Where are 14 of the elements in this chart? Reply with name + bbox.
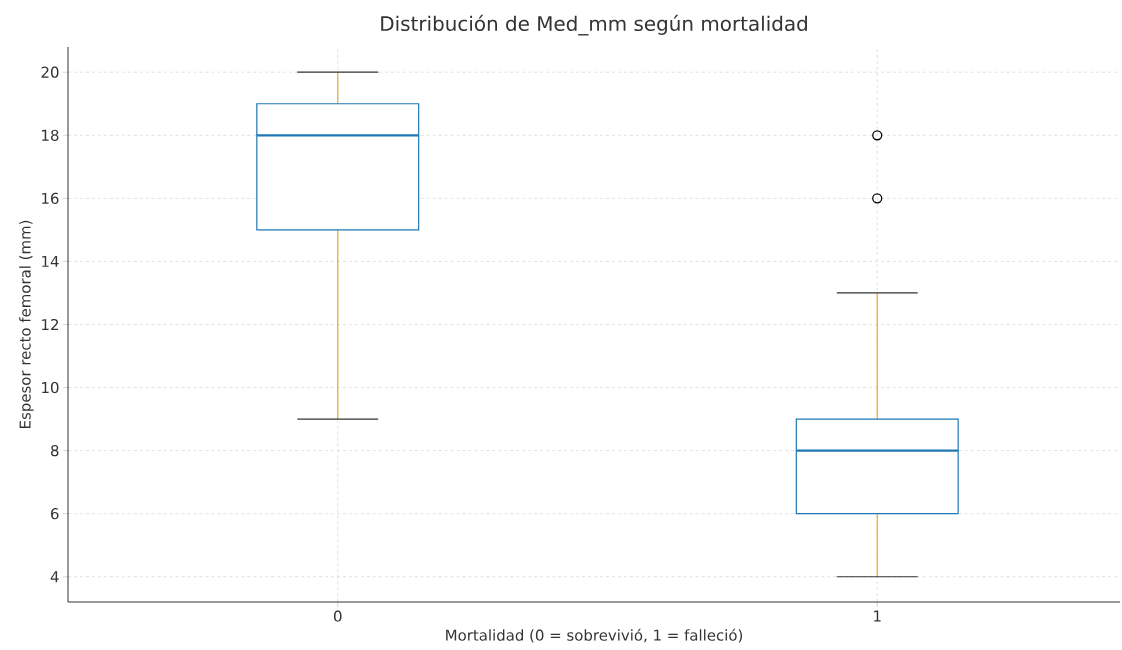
chart-title: Distribución de Med_mm según mortalidad <box>381 14 807 36</box>
y-tick-label: 4 <box>50 571 59 583</box>
x-axis-title: Mortalidad (0 = sobrevivió, 1 = falleció) <box>446 628 743 643</box>
x-tick-label: 0 <box>333 610 342 622</box>
y-tick-label: 16 <box>42 192 59 205</box>
x-tick-label: 1 <box>874 610 881 622</box>
y-tick-label: 6 <box>51 508 59 520</box>
y-tick-label: 8 <box>51 444 59 457</box>
y-axis-title: Espesor recto femoral (mm) <box>19 220 34 428</box>
y-tick-label: 14 <box>42 255 59 267</box>
y-tick-label: 20 <box>41 66 59 78</box>
y-tick-label: 10 <box>42 381 59 394</box>
y-tick-label: 18 <box>42 129 59 141</box>
y-tick-label: 12 <box>42 318 58 331</box>
